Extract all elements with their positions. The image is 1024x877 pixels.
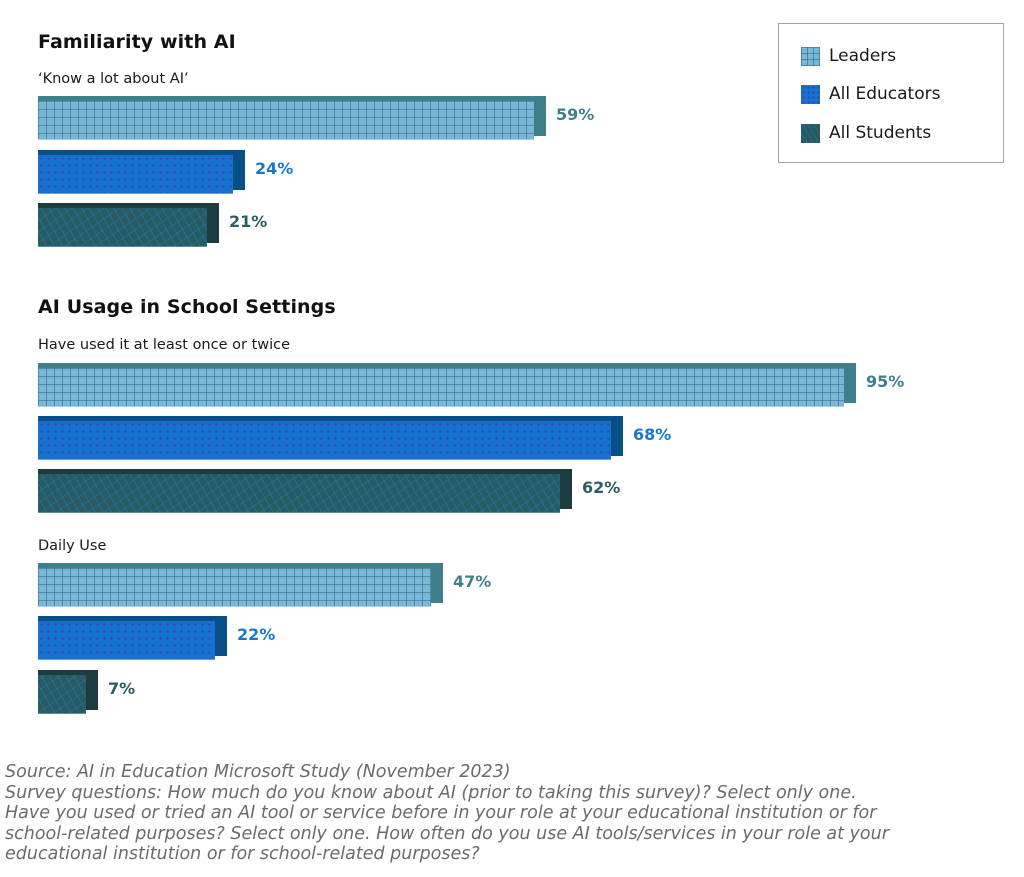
source-footnote: Source: AI in Education Microsoft Study … [5, 762, 1015, 865]
legend-label: All Students [829, 123, 932, 143]
bar-value-label: 21% [229, 212, 268, 231]
section-title-familiarity: Familiarity with AI [38, 31, 236, 53]
legend-swatch-dots-icon [801, 84, 820, 104]
legend-swatch-speckle-icon [801, 123, 820, 143]
footnote-line: school-related purposes? Select only one… [5, 823, 889, 844]
bar-front [38, 675, 86, 714]
legend-swatch-grid-icon [801, 46, 820, 66]
footnote-line: educational institution or for school-re… [5, 844, 480, 864]
footnote-source-line: Source: AI in Education Microsoft Study … [5, 762, 511, 782]
legend-item-educators: All Educators [801, 84, 940, 104]
bar-front [38, 421, 611, 460]
bar-front [38, 621, 215, 660]
bar-front [38, 568, 431, 607]
chart-legend: Leaders All Educators All Students [778, 23, 1004, 163]
bar-value-label: 68% [633, 425, 672, 444]
bar-value-label: 7% [108, 679, 136, 698]
bar-front [38, 101, 534, 140]
section-title-usage: AI Usage in School Settings [38, 296, 336, 318]
group-label-know-a-lot: ‘Know a lot about AI’ [38, 71, 189, 87]
bar-value-label: 62% [582, 478, 621, 497]
footnote-line: Have you used or tried an AI tool or ser… [5, 803, 877, 823]
legend-item-students: All Students [801, 123, 931, 143]
bar-value-label: 59% [556, 105, 595, 124]
bar-value-label: 22% [237, 625, 276, 644]
bar-front [38, 155, 233, 194]
bar-front [38, 208, 207, 247]
group-label-daily-use: Daily Use [38, 538, 107, 554]
legend-label: All Educators [829, 84, 941, 104]
bar-front [38, 368, 844, 407]
bar-value-label: 24% [255, 159, 294, 178]
bar-value-label: 95% [866, 372, 905, 391]
legend-item-leaders: Leaders [801, 46, 896, 66]
bar-value-label: 47% [453, 572, 492, 591]
group-label-used-once: Have used it at least once or twice [38, 337, 291, 353]
legend-label: Leaders [829, 46, 897, 66]
footnote-line: Survey questions: How much do you know a… [5, 782, 857, 803]
bar-front [38, 474, 560, 513]
